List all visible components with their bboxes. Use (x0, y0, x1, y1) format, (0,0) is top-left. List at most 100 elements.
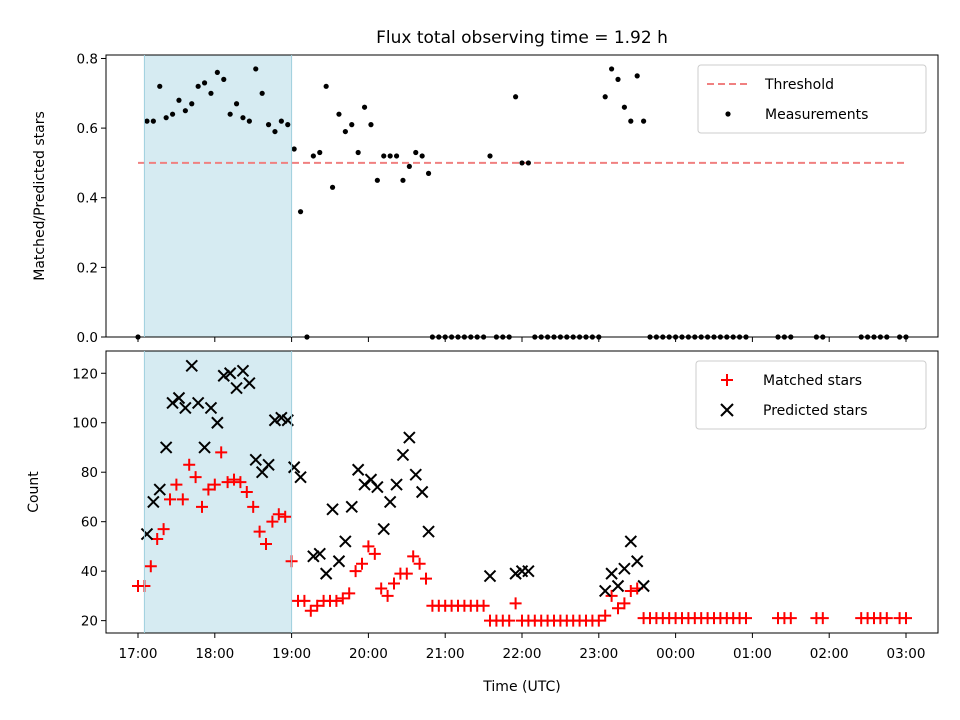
legend-box-bottom (695, 360, 927, 430)
matched-point (900, 612, 912, 625)
measurement-point (513, 94, 519, 100)
y-tick-label: 100 (72, 416, 98, 432)
measurement-point (182, 108, 188, 114)
y-axis-label-bottom: Count (26, 471, 42, 513)
matched-point (144, 560, 157, 573)
predicted-point (172, 391, 186, 405)
measurement-point (291, 146, 297, 152)
predicted-point (243, 376, 256, 390)
predicted-point (409, 468, 422, 481)
measurement-point (310, 153, 316, 159)
measurement-point (487, 153, 493, 159)
predicted-point (390, 478, 403, 491)
predicted-point (605, 567, 618, 580)
matched-point (272, 508, 285, 521)
measurement-point (406, 163, 412, 170)
matched-point (221, 476, 234, 489)
legend-top: Threshold Measurements (697, 64, 927, 134)
matched-point (260, 537, 272, 550)
x-tick-label: 01:00 (733, 646, 772, 662)
matched-point (503, 614, 516, 627)
measurement-point (602, 94, 608, 100)
matched-point (304, 604, 317, 617)
measurement-point (400, 177, 406, 183)
predicted-point (358, 478, 371, 491)
chart-title: Flux total observing time = 1.92 h (376, 28, 668, 48)
predicted-point (153, 483, 166, 496)
predicted-point (637, 579, 650, 593)
y-tick-label: 20 (81, 614, 98, 630)
measurement-point (150, 118, 156, 124)
predicted-point (422, 525, 435, 538)
measurement-point (413, 149, 419, 156)
measurement-point (265, 122, 272, 128)
measurement-point (641, 118, 647, 124)
predicted-stars-layer (140, 359, 650, 598)
x-axis-bottom: 17:00 18:00 19:00 20:00 21:00 22:00 23:00 00:00… (119, 633, 925, 662)
measurement-point (246, 118, 252, 124)
measurement-point (355, 149, 361, 156)
matched-point (400, 567, 413, 580)
matched-point (599, 609, 612, 622)
measurement-point (233, 101, 240, 107)
x-tick-label: 18:00 (195, 646, 234, 662)
y-tick-label: 0.0 (77, 330, 98, 346)
predicted-point (377, 522, 390, 536)
y-tick-label: 60 (81, 515, 98, 531)
y-tick-label: 120 (72, 366, 98, 382)
x-axis-label: Time (UTC) (482, 679, 560, 695)
matched-point (164, 493, 176, 506)
matched-point (880, 612, 893, 625)
predicted-point (618, 562, 631, 575)
measurement-point (342, 128, 348, 135)
predicted-point (345, 500, 358, 514)
legend-measurements-swatch (725, 111, 731, 117)
matched-point (330, 594, 343, 607)
predicted-point (415, 485, 429, 499)
count-panel: 20 40 60 80 100 120 17:00 18:00 19:00 20:00 21:00… (26, 350, 939, 695)
predicted-point (198, 441, 211, 454)
predicted-point (287, 461, 301, 474)
measurement-point (278, 118, 284, 124)
legend-measurements-label: Measurements (765, 107, 868, 123)
predicted-point (159, 441, 173, 454)
matched-stars-layer (132, 446, 912, 627)
measurement-point (525, 160, 532, 166)
measurement-point (163, 115, 169, 121)
measurement-point (393, 153, 400, 159)
matched-point (247, 500, 260, 513)
measurement-point (323, 83, 329, 89)
y-tick-label: 40 (81, 564, 98, 580)
predicted-point (598, 584, 612, 598)
matched-point (266, 515, 279, 528)
legend-bottom: Matched stars Predicted stars (695, 360, 927, 430)
predicted-point (313, 547, 326, 561)
matched-point (208, 478, 221, 491)
measurement-point (240, 115, 246, 121)
measurement-point (195, 83, 201, 89)
measurement-point (201, 80, 208, 86)
measurement-point (214, 69, 220, 76)
matched-point (336, 592, 349, 605)
predicted-point (483, 569, 497, 583)
measurement-point (253, 66, 259, 72)
measurement-point (519, 160, 525, 166)
predicted-point (185, 359, 198, 373)
legend-predicted-swatch (720, 403, 734, 417)
matched-point (477, 599, 490, 612)
measurement-point (259, 90, 265, 96)
matched-point (343, 587, 356, 600)
x-tick-label: 22:00 (503, 646, 542, 662)
matched-point (170, 478, 183, 491)
matched-point (157, 523, 170, 536)
matched-point (420, 572, 432, 585)
matched-point (189, 471, 202, 484)
predicted-point (217, 369, 230, 382)
matched-point (311, 599, 324, 612)
matched-point (253, 525, 266, 538)
predicted-point (140, 527, 154, 541)
legend-matched-label: Matched stars (763, 373, 862, 389)
predicted-point (522, 564, 535, 578)
legend-matched-swatch (721, 374, 733, 386)
matched-point (509, 597, 522, 610)
